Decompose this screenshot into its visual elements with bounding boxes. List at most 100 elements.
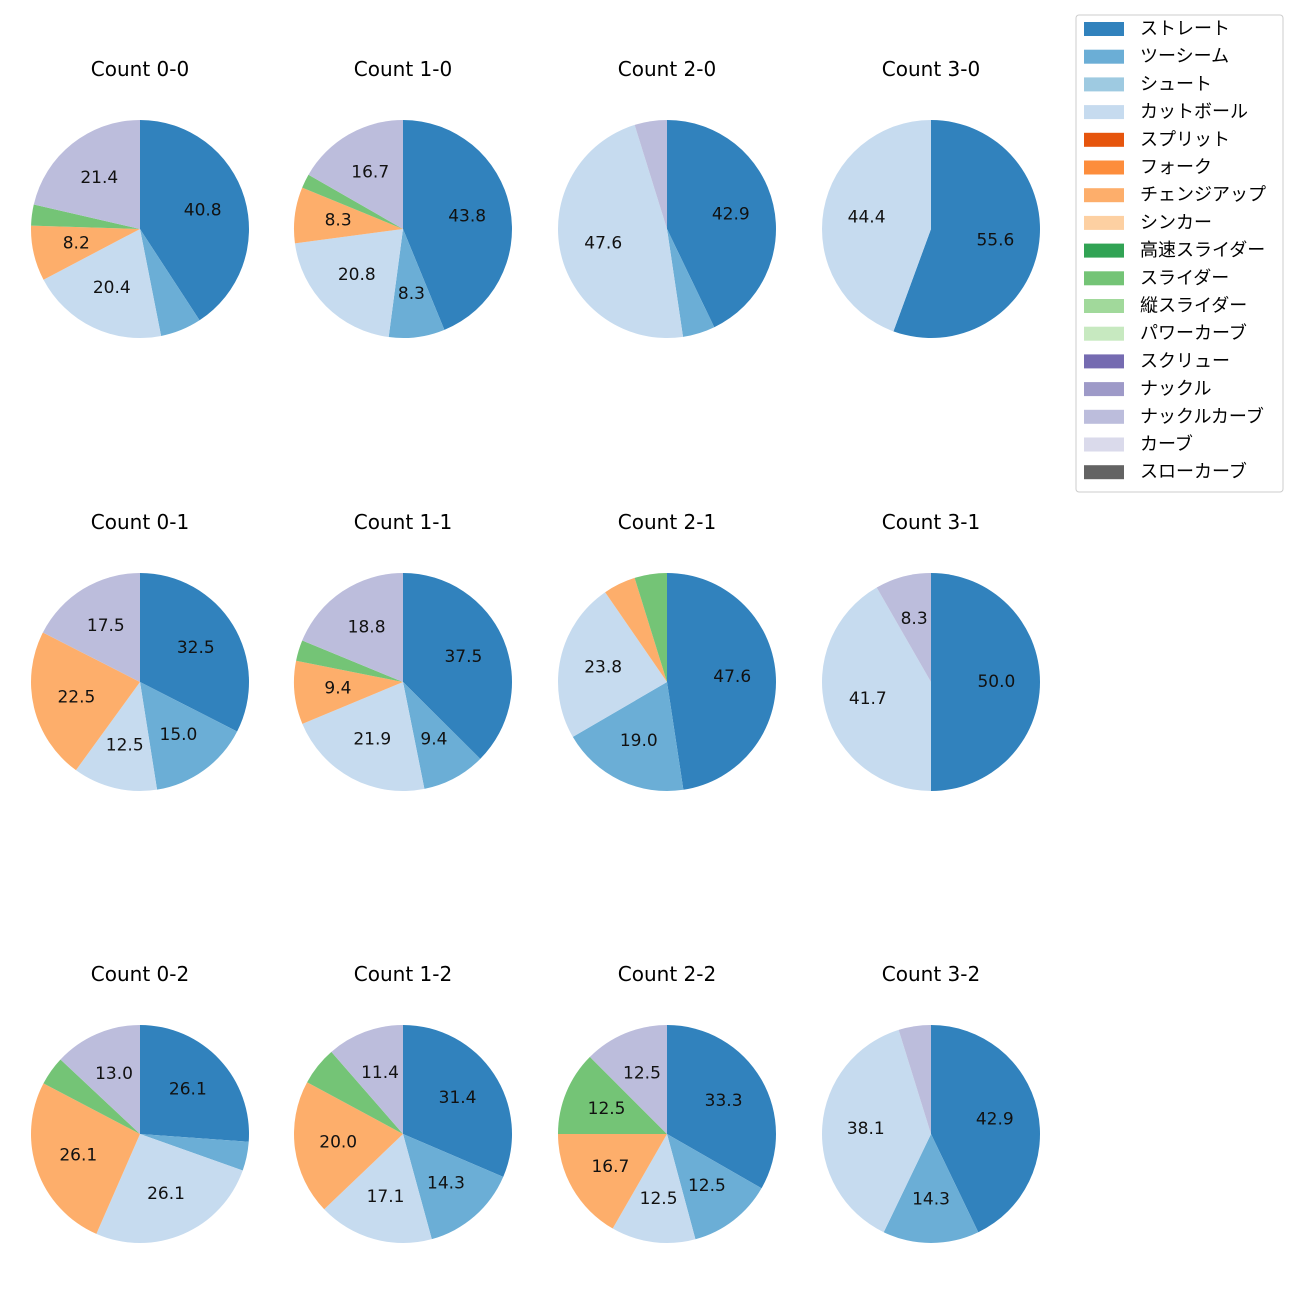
legend-item: スローカーブ [1084, 461, 1247, 483]
pie-slice [140, 229, 200, 336]
slice-value-label: 14.3 [427, 1173, 465, 1193]
legend-item: チェンジアップ [1084, 185, 1266, 206]
legend-item: フォーク [1084, 157, 1212, 178]
legend-item: ツーシーム [1084, 46, 1229, 67]
slice-value-label: 20.0 [319, 1133, 357, 1153]
slice-value-label: 8.3 [901, 609, 928, 629]
slice-value-label: 8.3 [325, 211, 352, 231]
legend-item: カットボール [1084, 102, 1248, 123]
slice-value-label: 26.1 [147, 1184, 185, 1204]
slice-value-label: 20.8 [338, 265, 376, 285]
pie-slice [302, 573, 403, 682]
legend-swatch [1084, 49, 1124, 64]
slice-value-label: 9.4 [420, 730, 447, 750]
pie-slice [605, 577, 667, 682]
slice-value-label: 42.9 [712, 204, 750, 224]
slice-value-label: 18.8 [348, 618, 386, 638]
legend-label: スクリュー [1140, 351, 1230, 372]
pie-slice [140, 1025, 249, 1142]
pie-slice [140, 120, 249, 321]
pie-slice [96, 1134, 243, 1243]
pie-slice [140, 572, 250, 732]
pie-slice [667, 229, 715, 337]
legend-swatch [1084, 437, 1124, 452]
pie-title: Count 2-1 [618, 510, 716, 534]
pie-slice [572, 682, 684, 792]
legend-label: シュート [1140, 74, 1212, 95]
legend-swatch [1084, 409, 1124, 424]
legend-label: チェンジアップ [1140, 185, 1266, 206]
legend-item: スクリュー [1084, 351, 1230, 372]
legend-label: スプリット [1140, 129, 1230, 150]
legend-item: ナックル [1084, 379, 1211, 400]
slice-value-label: 23.8 [584, 658, 622, 678]
slice-value-label: 9.4 [324, 678, 351, 698]
legend-item: シンカー [1084, 212, 1212, 233]
pie-slice [43, 1059, 140, 1134]
pie-slice [294, 1082, 403, 1210]
pie-slice [403, 1134, 504, 1240]
legend-swatch [1084, 22, 1124, 36]
pie-title: Count 2-0 [618, 57, 716, 81]
legend-item: ナックルカーブ [1084, 405, 1264, 427]
slice-value-label: 32.5 [177, 638, 215, 658]
slice-value-label: 22.5 [57, 687, 95, 707]
slice-value-label: 12.5 [688, 1176, 726, 1196]
pie-panels: Count 0-0 40.8 20.4 8.2 21.4 Count 1-0 43.8 8.3… [30, 57, 1041, 1243]
pie-title: Count 3-1 [882, 510, 980, 534]
pie-panel: Count 3-1 50.0 41.7 8.3 [822, 510, 1040, 791]
pie-panel: Count 0-0 40.8 20.4 8.2 21.4 [31, 57, 249, 338]
legend-frame [1075, 14, 1284, 493]
slice-value-label: 44.4 [848, 208, 886, 228]
pie-panel: Count 1-2 31.4 14.3 17.1 20.0 11.4 [294, 962, 512, 1243]
pie-slice [43, 229, 162, 338]
pie-slice [931, 1025, 1041, 1233]
pie-slice [821, 120, 931, 332]
slice-value-label: 16.7 [591, 1157, 629, 1177]
pie-slice [331, 1025, 403, 1134]
pie-slice [667, 1134, 762, 1240]
pie-slice [557, 124, 684, 339]
legend-swatch [1084, 243, 1124, 258]
pie-slice [30, 632, 141, 771]
pie-slice [75, 682, 158, 791]
pie-slice [302, 174, 403, 229]
pie-title: Count 3-2 [882, 962, 980, 986]
pie-slice [308, 120, 403, 229]
legend-label: スライダー [1140, 268, 1229, 289]
pie-slice [31, 225, 140, 280]
pie-slice [822, 587, 931, 791]
legend-swatch [1084, 299, 1124, 313]
legend-label: 縦スライダー [1140, 296, 1247, 317]
pie-slice [293, 660, 403, 724]
legend-label: シンカー [1140, 212, 1212, 233]
pie-slice [294, 229, 403, 338]
slice-value-label: 17.1 [367, 1187, 405, 1207]
slice-value-label: 40.8 [184, 200, 222, 220]
pie-slice [403, 120, 512, 330]
pie-slice [31, 1083, 141, 1234]
legend-swatch [1084, 215, 1124, 230]
legend-label: ツーシーム [1140, 46, 1229, 67]
pie-slice [31, 204, 140, 229]
pie-panel: Count 3-0 55.6 44.4 [821, 57, 1040, 338]
slice-value-label: 31.4 [439, 1088, 477, 1108]
pie-slice [33, 120, 141, 229]
slice-value-label: 12.5 [106, 736, 144, 756]
slice-value-label: 50.0 [977, 672, 1015, 692]
pie-panel: Count 0-1 32.5 15.0 12.5 22.5 17.5 [30, 510, 250, 791]
legend-label: ナックル [1140, 379, 1211, 400]
pie-slice [612, 1134, 696, 1243]
slice-value-label: 12.5 [623, 1064, 661, 1084]
slice-value-label: 41.7 [849, 689, 887, 709]
legend-label: パワーカーブ [1140, 322, 1247, 344]
legend-swatch [1084, 326, 1124, 341]
pie-slice [821, 1029, 931, 1233]
slice-value-label: 42.9 [976, 1109, 1014, 1129]
slice-value-label: 47.6 [584, 234, 622, 254]
slice-value-label: 55.6 [976, 230, 1014, 250]
pie-panel: Count 2-1 47.6 19.0 23.8 [557, 510, 777, 792]
pie-panel: Count 2-2 33.3 12.5 12.5 16.7 12.5 12.5 [558, 962, 776, 1243]
pie-slice [589, 1025, 667, 1134]
legend-item: パワーカーブ [1084, 322, 1247, 344]
